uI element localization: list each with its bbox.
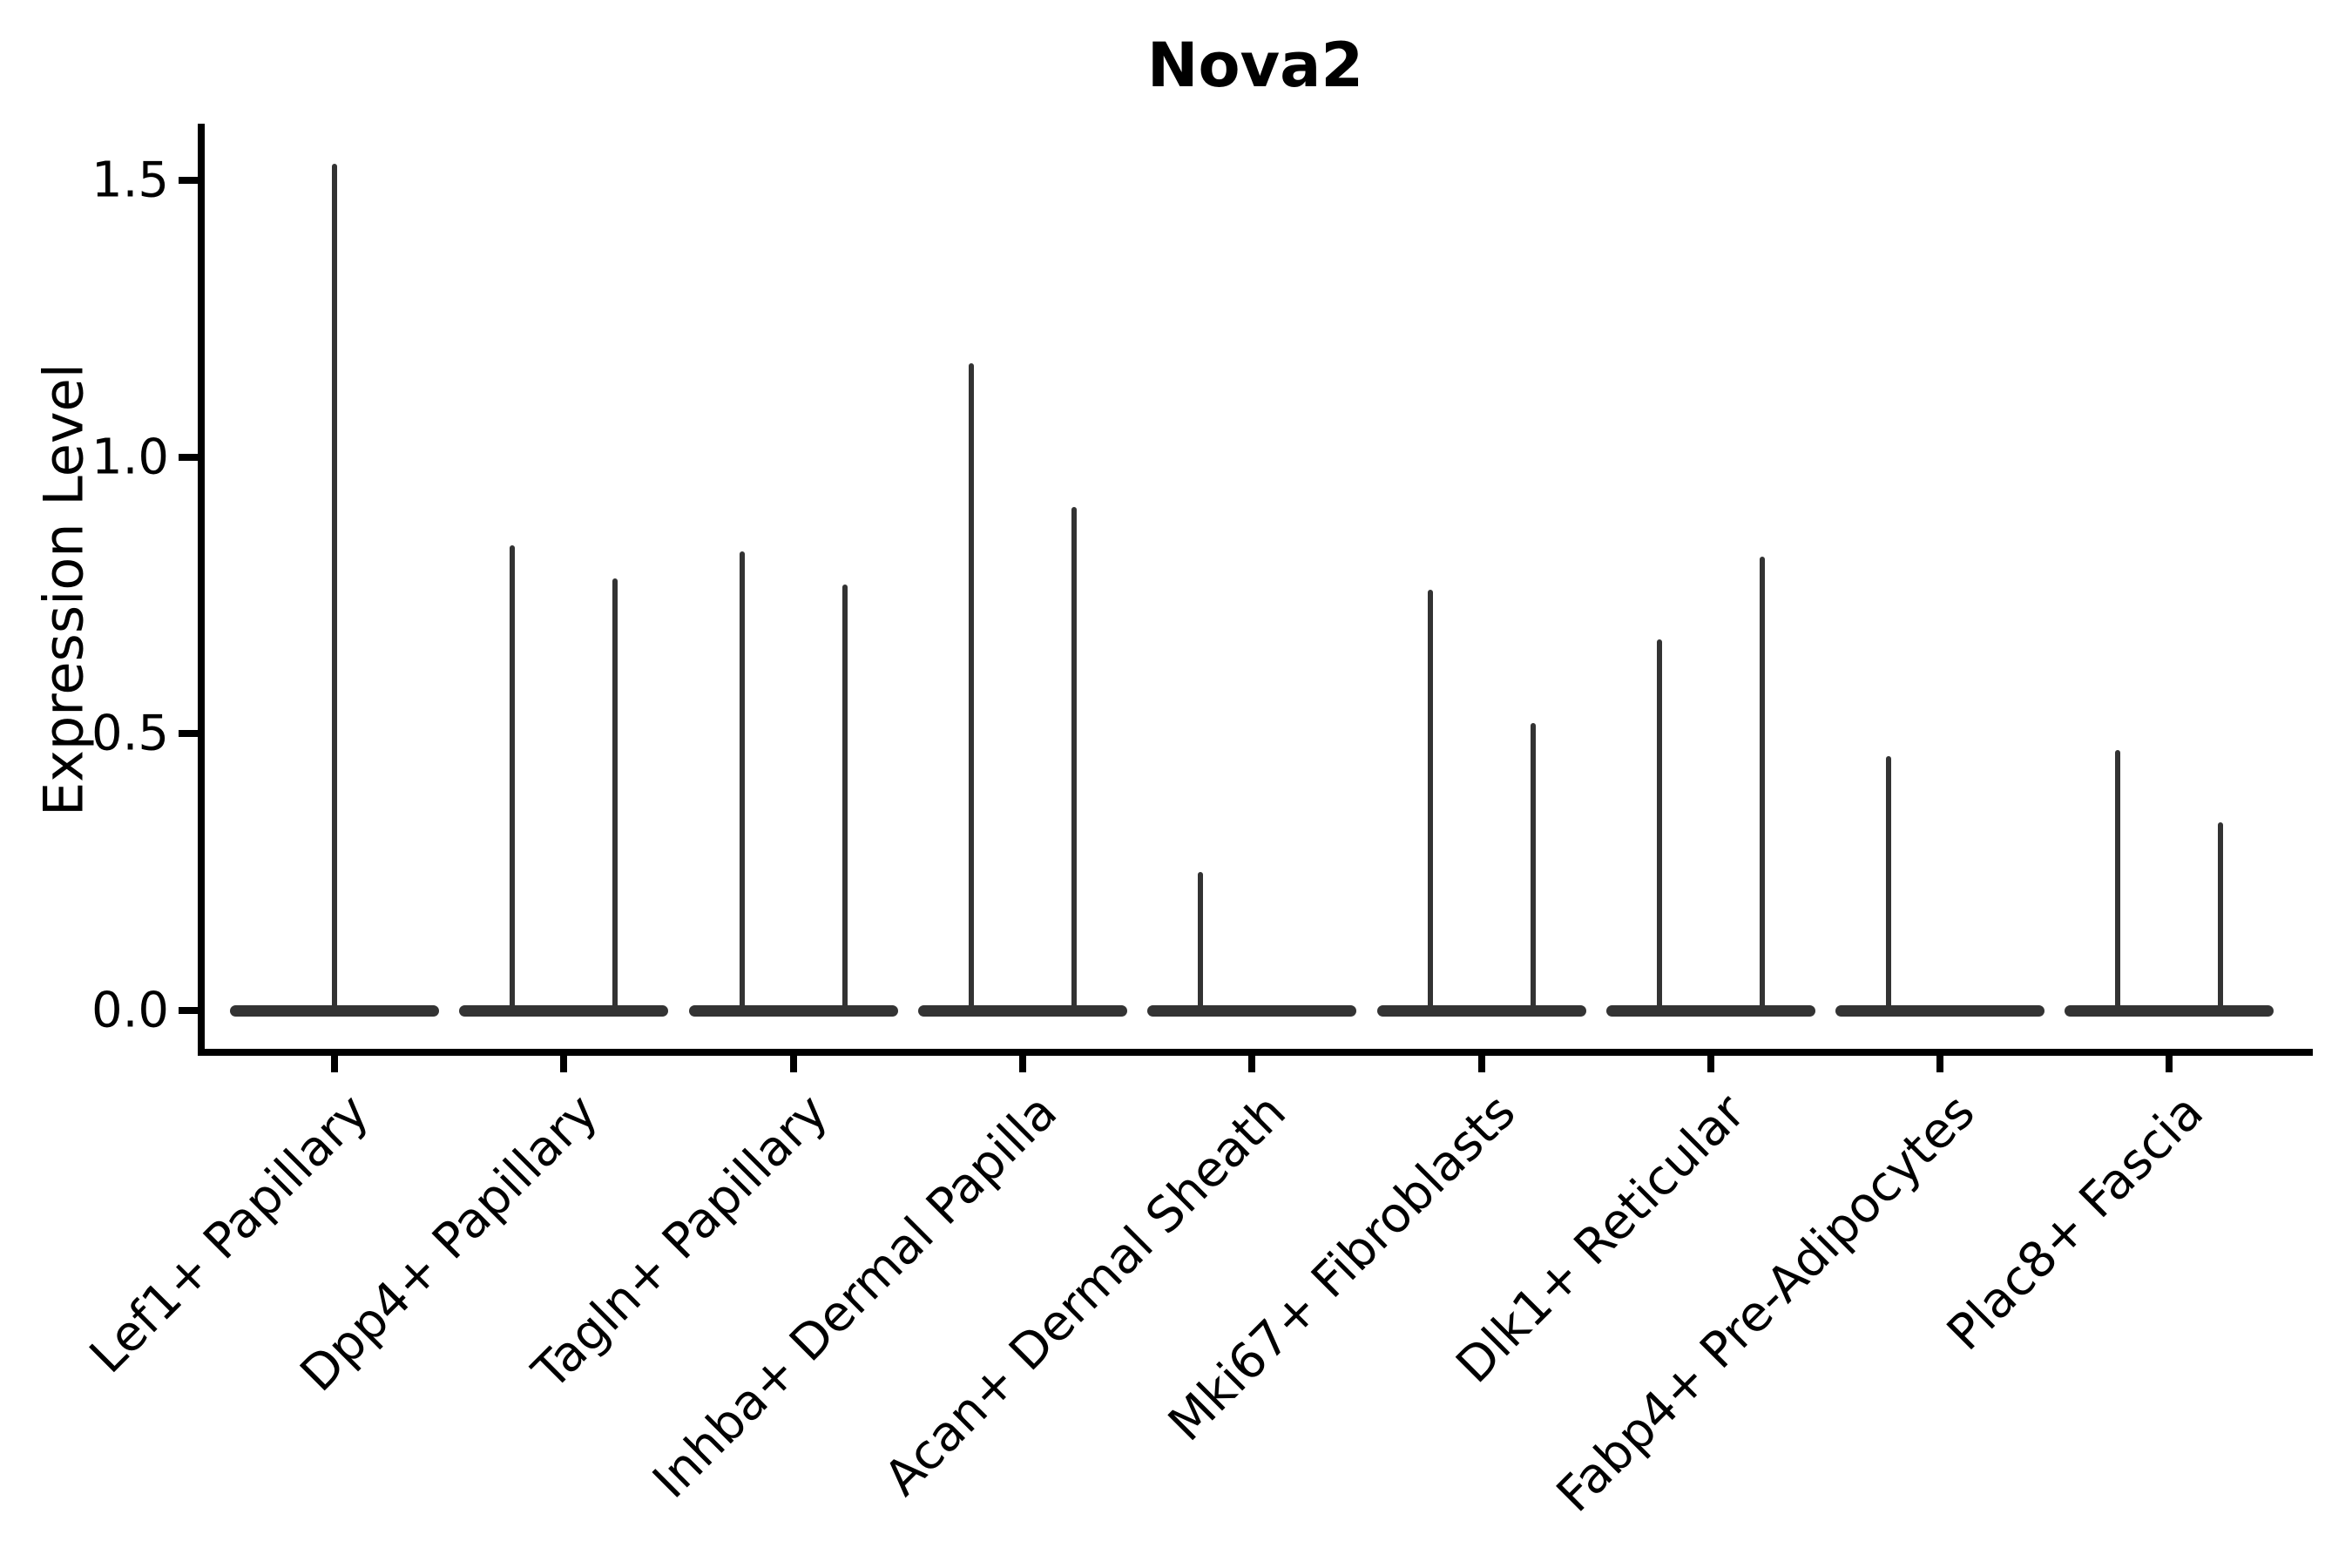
y-tick-label: 0.0 [91,982,169,1039]
violin-spike [1530,723,1536,1010]
x-tick-mark [1248,1056,1256,1072]
violin-base [1835,1005,2045,1017]
x-tick-mark [1936,1056,1944,1072]
violin-base [230,1005,439,1017]
y-tick-mark [179,453,198,461]
y-axis-label: Expression Level [31,363,96,816]
violin-spike [1759,557,1765,1010]
violin-spike [739,551,745,1010]
x-tick-mark [1477,1056,1485,1072]
y-axis-line [198,124,205,1056]
violin-base [917,1005,1127,1017]
x-tick-label: Acan+ Dermal Sheath [874,1084,1298,1507]
x-tick-mark [1707,1056,1714,1072]
violin-spike [1198,872,1204,1010]
y-tick-mark [179,177,198,185]
violin-spike [1427,590,1433,1010]
x-tick-label: Fabp4+ Pre-Adipocytes [1545,1084,1986,1524]
y-tick-label: 1.5 [91,152,169,209]
violin-spike [2218,822,2224,1010]
x-tick-mark [2166,1056,2173,1072]
x-tick-label: Inhba+ Dermal Papilla [642,1084,1068,1510]
violin-spike [968,363,974,1010]
x-tick-mark [1018,1056,1026,1072]
violin-base [1605,1005,1815,1017]
violin-base [1147,1005,1357,1017]
y-tick-mark [179,730,198,738]
y-tick-label: 0.5 [91,705,169,762]
y-tick-mark [179,1007,198,1014]
y-tick-label: 1.0 [91,429,169,486]
x-axis-line [198,1049,2313,1056]
violin-spike [841,585,848,1010]
x-tick-mark [560,1056,568,1072]
x-tick-mark [789,1056,797,1072]
violin-base [1376,1005,1586,1017]
violin-spike [612,578,618,1010]
violin-spike [1656,639,1662,1010]
violin-base [459,1005,669,1017]
violin-spike [510,545,516,1010]
violin-spike [332,164,337,1010]
violin-base [2065,1005,2274,1017]
x-tick-mark [331,1056,338,1072]
plot-title: Nova2 [1146,30,1364,101]
violin-base [688,1005,898,1017]
violin-spike [1071,507,1077,1010]
violin-spike [1886,756,1892,1010]
violin-spike [2115,750,2121,1010]
